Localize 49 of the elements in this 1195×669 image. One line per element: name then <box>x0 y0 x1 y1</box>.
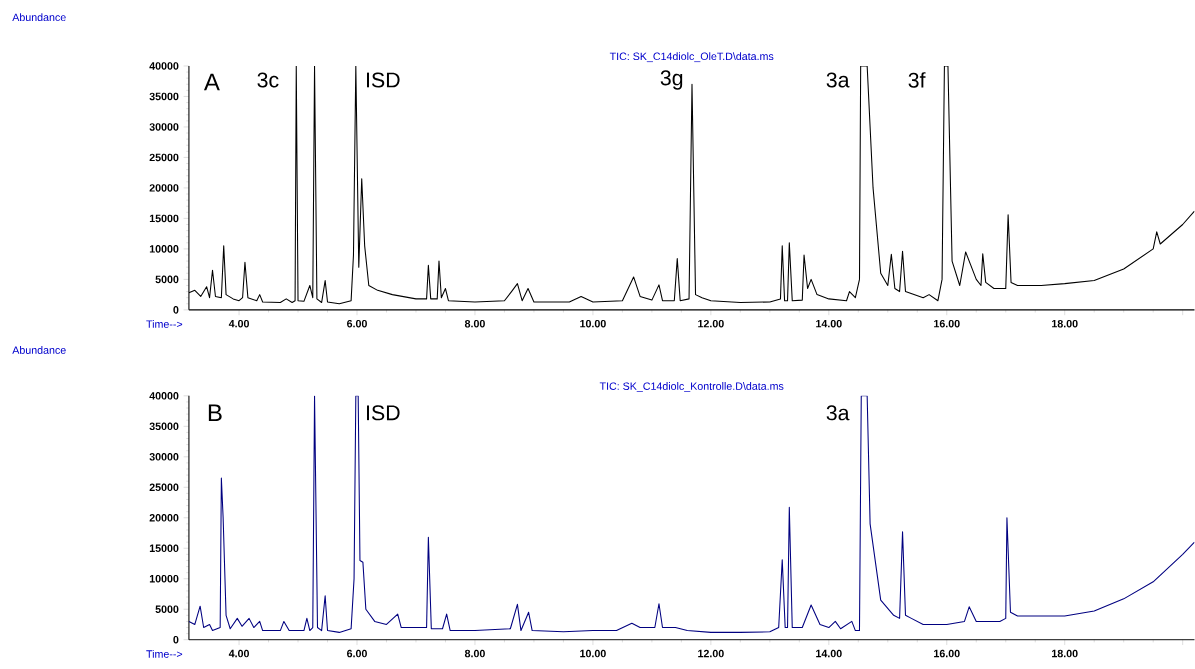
y-tick-label: 20000 <box>149 514 179 522</box>
y-tick-label: 35000 <box>149 422 179 431</box>
y-tick-label: 10000 <box>149 575 179 583</box>
y-axis-title: Abundance <box>12 346 66 355</box>
y-tick-label: 5000 <box>155 275 179 284</box>
y-tick-label: 15000 <box>149 214 179 223</box>
x-tick-label: 6.00 <box>347 320 367 328</box>
x-tick-label: 18.00 <box>1052 649 1078 658</box>
x-tick-label: 8.00 <box>464 649 485 658</box>
annotation: 3a <box>826 405 850 421</box>
x-tick-label: 16.00 <box>934 649 960 658</box>
x-tick-label: 12.00 <box>698 649 724 658</box>
x-tick-label: 12.00 <box>698 320 724 328</box>
x-tick-label: 8.00 <box>464 320 485 328</box>
y-tick-label: 30000 <box>149 453 179 461</box>
x-tick-label: 16.00 <box>934 320 960 328</box>
chart-title: TIC: SK_C14diolc_OleT.D\data.ms <box>609 52 774 63</box>
x-tick-label: 4.00 <box>228 649 249 658</box>
y-tick-label: 10000 <box>149 245 179 253</box>
y-tick-label: 5000 <box>155 605 179 614</box>
y-tick-label: 0 <box>173 306 179 314</box>
y-tick-label: 25000 <box>149 483 179 492</box>
chart-title: TIC: SK_C14diolc_Kontrolle.D\data.ms <box>599 382 784 393</box>
annotation: 3a <box>826 72 850 88</box>
y-axis-title: Abundance <box>12 13 66 22</box>
x-tick-label: 4.00 <box>228 320 249 328</box>
annotation: 3g <box>660 70 683 90</box>
x-tick-label: 10.00 <box>580 649 606 658</box>
x-tick-label: 14.00 <box>816 649 842 658</box>
x-tick-label: 6.00 <box>347 649 367 658</box>
y-tick-label: 35000 <box>149 92 179 101</box>
annotation: A <box>203 73 220 91</box>
x-axis-title: Time--> <box>146 650 183 658</box>
annotation: ISD <box>367 72 400 88</box>
x-tick-label: 14.00 <box>816 320 842 328</box>
x-tick-label: 18.00 <box>1052 320 1078 328</box>
y-tick-label: 30000 <box>149 123 179 131</box>
y-tick-label: 20000 <box>149 184 179 192</box>
y-tick-label: 40000 <box>149 62 179 70</box>
annotation: 3f <box>908 72 926 88</box>
x-tick-label: 10.00 <box>580 320 606 328</box>
y-tick-label: 25000 <box>149 153 179 162</box>
x-axis-title: Time--> <box>146 320 183 329</box>
annotation: B <box>208 404 222 422</box>
annotation: ISD <box>367 405 400 421</box>
y-tick-label: 0 <box>173 636 179 644</box>
annotation: 3c <box>257 72 279 88</box>
y-tick-label: 15000 <box>149 544 179 553</box>
y-tick-label: 40000 <box>149 392 179 400</box>
